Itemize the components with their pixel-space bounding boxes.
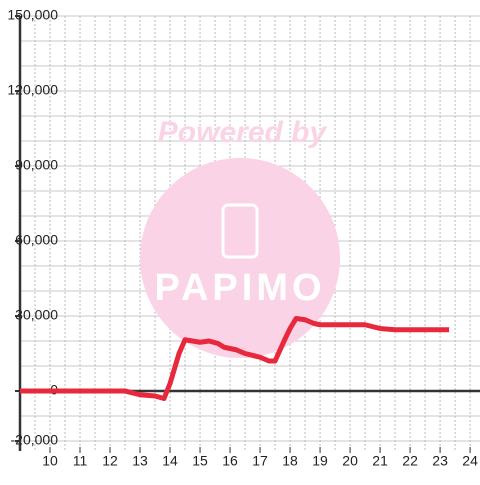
x-tick-label: 14: [162, 453, 178, 469]
y-tick-label: 120,000: [7, 82, 58, 98]
x-tick-label: 18: [282, 453, 298, 469]
x-tick-label: 17: [252, 453, 268, 469]
x-tick-label: 13: [132, 453, 148, 469]
x-tick-label: 21: [372, 453, 388, 469]
x-tick-label: 12: [102, 453, 118, 469]
watermark: Powered by PAPIMO: [140, 116, 340, 358]
y-tick-label: -20,000: [11, 432, 59, 448]
y-tick-label: 60,000: [15, 232, 58, 248]
x-tick-label: 19: [312, 453, 328, 469]
x-tick-label: 10: [42, 453, 58, 469]
line-series: [20, 316, 450, 401]
x-tick-label: 22: [402, 453, 418, 469]
x-tick-label: 20: [342, 453, 358, 469]
y-tick-label: 150,000: [7, 7, 58, 23]
x-tick-label: 11: [73, 453, 88, 469]
y-tick-label: 90,000: [15, 157, 58, 173]
x-tick-label: 24: [462, 453, 478, 469]
watermark-text: Powered by: [158, 116, 328, 149]
x-tick-label: 23: [432, 453, 448, 469]
x-tick-label: 15: [192, 453, 208, 469]
y-tick-label: 30,000: [15, 307, 58, 323]
watermark-logo: PAPIMO: [154, 267, 325, 309]
x-tick-label: 16: [222, 453, 238, 469]
watermark-icon: [221, 203, 259, 259]
